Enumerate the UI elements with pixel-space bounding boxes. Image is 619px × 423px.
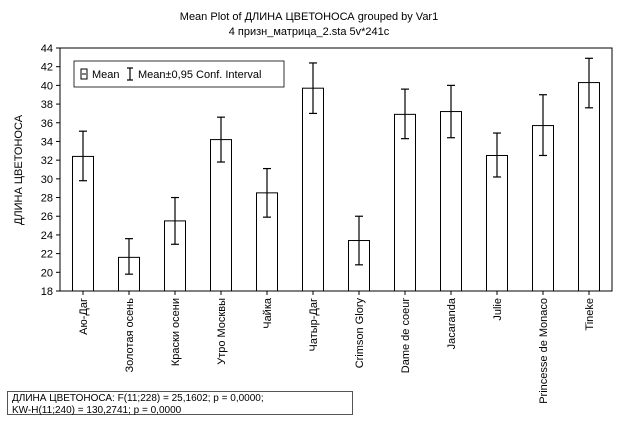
chart-subtitle: 4 призн_матрица_2.sta 5v*241c (229, 26, 390, 38)
mean-bar (394, 113, 416, 292)
y-tick-label: 30 (41, 174, 53, 186)
x-tick-label: Princesse de Monaco (538, 298, 550, 404)
y-tick-label: 40 (41, 80, 53, 92)
x-tick-label: Tineke (584, 298, 596, 331)
chart-title: Mean Plot of ДЛИНА ЦВЕТОНОСА grouped by … (180, 11, 438, 23)
legend: Mean Mean±0,95 Conf. Interval (73, 60, 285, 88)
y-tick-label: 20 (41, 267, 53, 279)
mean-bar (440, 111, 462, 292)
x-tick-label: Краски осени (170, 298, 182, 366)
statistics-box: ДЛИНА ЦВЕТОНОСА: F(11;228) = 25,1602; p … (7, 391, 353, 416)
y-tick-label: 28 (41, 193, 53, 205)
x-tick-label: Julie (492, 298, 504, 321)
plot-area: 18 20 22 24 26 28 30 32 34 36 38 40 42 44 Аю-Даг Золота… (41, 43, 613, 404)
x-tick-label: Crimson Glory (354, 298, 366, 369)
legend-ci-icon (127, 67, 133, 81)
y-tick-label: 42 (41, 62, 53, 74)
stats-line-kruskal-wallis: KW-H(11;240) = 130,2741; p = 0,0000 (12, 405, 182, 416)
y-tick-label: 32 (41, 155, 53, 167)
y-tick-label: 36 (41, 118, 53, 130)
y-tick-label: 44 (41, 43, 53, 55)
mean-bar (302, 87, 324, 292)
legend-ci-label: Mean±0,95 Conf. Interval (138, 69, 261, 81)
y-tick-label: 26 (41, 211, 53, 223)
x-tick-label: Jacaranda (446, 297, 458, 349)
y-tick-label: 24 (41, 230, 53, 242)
legend-box (73, 60, 285, 88)
mean-bar (578, 82, 600, 292)
y-tick-label: 38 (41, 99, 53, 111)
x-tick-label: Dame de coeur (400, 298, 412, 374)
x-tick-label: Чатыр-Даг (308, 298, 320, 352)
legend-mean-label: Mean (92, 69, 120, 81)
y-axis-label: ДЛИНА ЦВЕТОНОСА (13, 114, 25, 225)
x-tick-label: Чайка (262, 297, 274, 329)
y-tick-label: 34 (41, 136, 53, 148)
x-tick-label: Утро Москвы (216, 298, 228, 365)
stats-line-anova: ДЛИНА ЦВЕТОНОСА: F(11;228) = 25,1602; p … (12, 393, 264, 404)
y-tick-label: 22 (41, 249, 53, 261)
x-tick-label: Аю-Даг (78, 298, 90, 335)
x-tick-label: Золотая осень (124, 298, 136, 373)
plot-frame (59, 47, 613, 292)
y-tick-label: 18 (41, 286, 53, 298)
